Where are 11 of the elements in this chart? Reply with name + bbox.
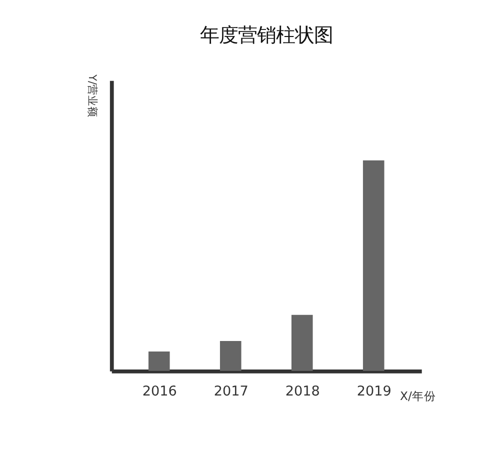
chart-title: 年度营销柱状图 (200, 24, 333, 47)
bar (291, 314, 313, 371)
bar (148, 352, 170, 371)
x-tick-label: 2019 (356, 384, 392, 400)
x-tick-label: 2018 (285, 384, 320, 400)
x-tick-label: 2016 (142, 384, 177, 400)
bar (220, 341, 242, 371)
bar (362, 160, 384, 371)
x-axis-title: X/年份 (400, 388, 436, 403)
y-axis-title: Y/营业额 (86, 74, 100, 118)
x-tick-label: 2017 (214, 384, 248, 400)
